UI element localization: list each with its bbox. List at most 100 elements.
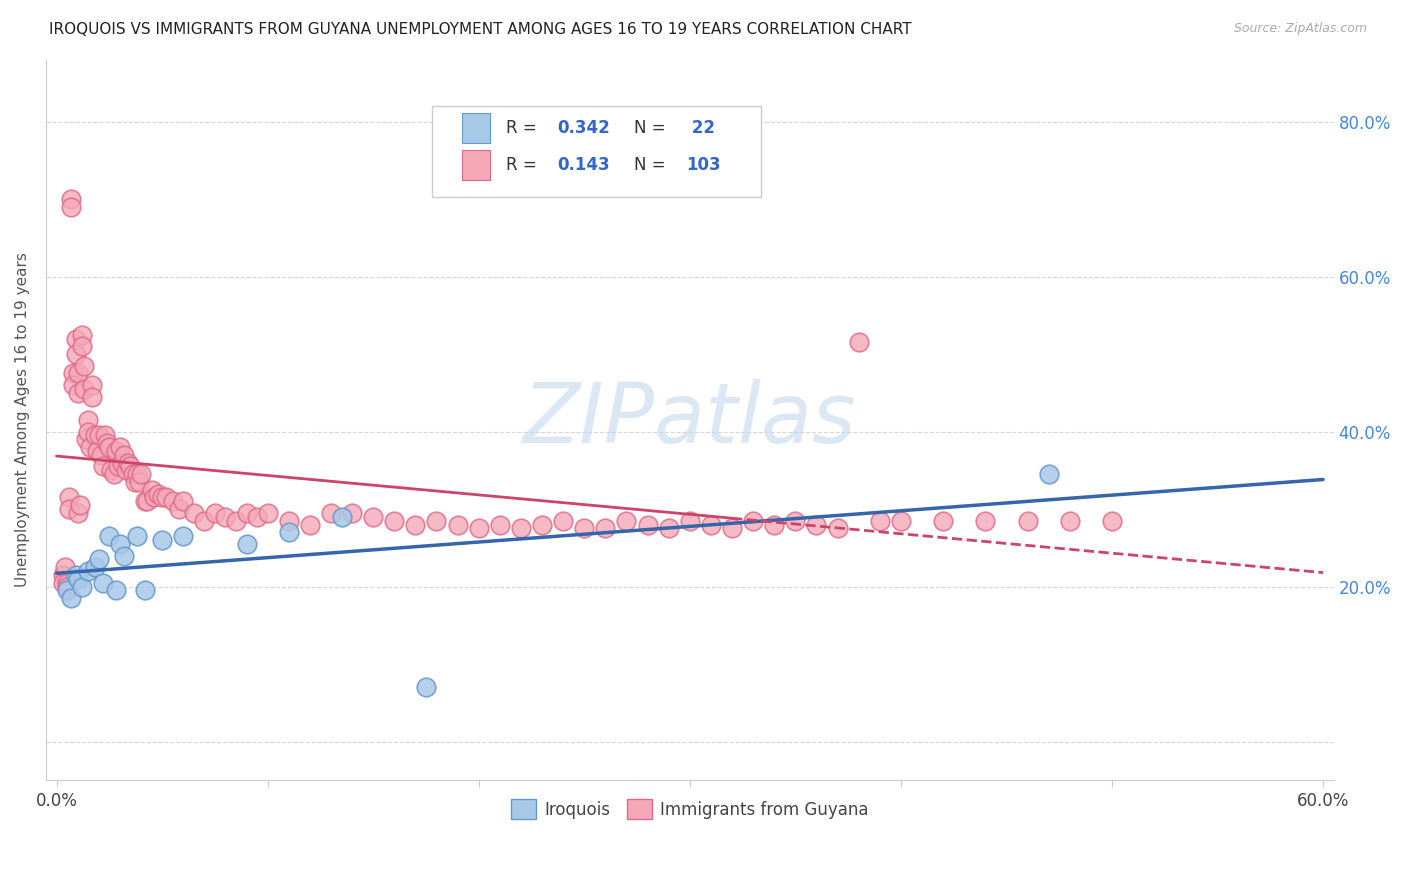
Point bbox=[70, 580, 93, 594]
Point bbox=[204, 506, 226, 520]
Point bbox=[134, 494, 156, 508]
Point bbox=[1038, 467, 1060, 482]
Point bbox=[60, 200, 83, 214]
Point bbox=[104, 583, 127, 598]
Point bbox=[256, 506, 278, 520]
Point bbox=[637, 517, 659, 532]
Point bbox=[108, 537, 131, 551]
Point bbox=[94, 428, 117, 442]
Point bbox=[100, 463, 122, 477]
Point bbox=[700, 517, 723, 532]
Point bbox=[319, 506, 342, 520]
Point bbox=[125, 529, 148, 543]
Point bbox=[96, 436, 118, 450]
Text: ZIPatlas: ZIPatlas bbox=[523, 379, 856, 460]
Point bbox=[117, 456, 139, 470]
Point bbox=[214, 509, 236, 524]
Point bbox=[91, 459, 114, 474]
Point bbox=[510, 521, 533, 535]
Point bbox=[103, 467, 125, 482]
Point bbox=[73, 359, 96, 373]
Point bbox=[65, 332, 87, 346]
Text: Source: ZipAtlas.com: Source: ZipAtlas.com bbox=[1233, 22, 1367, 36]
Point bbox=[1017, 514, 1039, 528]
Point bbox=[298, 517, 321, 532]
Point bbox=[77, 564, 100, 578]
Point bbox=[658, 521, 681, 535]
Point bbox=[235, 506, 257, 520]
Point bbox=[172, 494, 194, 508]
Point bbox=[553, 514, 575, 528]
Point bbox=[225, 514, 247, 528]
Point bbox=[146, 486, 169, 500]
Point bbox=[446, 517, 468, 532]
Text: IROQUOIS VS IMMIGRANTS FROM GUYANA UNEMPLOYMENT AMONG AGES 16 TO 19 YEARS CORREL: IROQUOIS VS IMMIGRANTS FROM GUYANA UNEMP… bbox=[49, 22, 912, 37]
Point bbox=[70, 327, 93, 342]
Text: 22: 22 bbox=[686, 119, 714, 137]
Point bbox=[1101, 514, 1123, 528]
Point bbox=[121, 467, 143, 482]
Point bbox=[142, 491, 165, 505]
Point bbox=[120, 459, 142, 474]
Point bbox=[531, 517, 554, 532]
Point bbox=[404, 517, 426, 532]
Point bbox=[595, 521, 617, 535]
Point bbox=[82, 390, 104, 404]
Point bbox=[869, 514, 891, 528]
Point bbox=[58, 491, 80, 505]
Point bbox=[66, 385, 89, 400]
Y-axis label: Unemployment Among Ages 16 to 19 years: Unemployment Among Ages 16 to 19 years bbox=[15, 252, 30, 588]
Point bbox=[62, 378, 84, 392]
FancyBboxPatch shape bbox=[432, 106, 761, 196]
Point bbox=[183, 506, 205, 520]
Point bbox=[56, 583, 79, 598]
Point bbox=[77, 425, 100, 439]
Text: R =: R = bbox=[506, 119, 541, 137]
Point bbox=[415, 681, 437, 695]
Point bbox=[1059, 514, 1081, 528]
Point bbox=[83, 560, 105, 574]
Point bbox=[125, 467, 148, 482]
Point bbox=[87, 428, 110, 442]
Point bbox=[52, 568, 75, 582]
Legend: Iroquois, Immigrants from Guyana: Iroquois, Immigrants from Guyana bbox=[505, 792, 876, 826]
Point bbox=[974, 514, 997, 528]
Point bbox=[172, 529, 194, 543]
Point bbox=[150, 491, 173, 505]
Point bbox=[66, 506, 89, 520]
Point bbox=[742, 514, 765, 528]
Point bbox=[66, 572, 89, 586]
Point bbox=[58, 502, 80, 516]
Text: 103: 103 bbox=[686, 156, 720, 174]
Point bbox=[60, 591, 83, 606]
Point bbox=[112, 448, 135, 462]
Point bbox=[83, 428, 105, 442]
Point bbox=[616, 514, 638, 528]
Point bbox=[785, 514, 807, 528]
Point bbox=[77, 413, 100, 427]
Point bbox=[340, 506, 363, 520]
Point bbox=[56, 580, 79, 594]
Point bbox=[128, 475, 150, 489]
Point bbox=[124, 475, 146, 489]
Point bbox=[162, 494, 184, 508]
Point bbox=[98, 529, 121, 543]
Point bbox=[277, 525, 299, 540]
Point bbox=[65, 347, 87, 361]
Point bbox=[60, 192, 83, 206]
Point bbox=[115, 463, 138, 477]
Point bbox=[827, 521, 849, 535]
Point bbox=[467, 521, 489, 535]
Point bbox=[87, 552, 110, 566]
Text: R =: R = bbox=[506, 156, 541, 174]
Point bbox=[848, 335, 870, 350]
Point bbox=[330, 509, 353, 524]
Point bbox=[246, 509, 269, 524]
Point bbox=[111, 456, 134, 470]
Point bbox=[69, 498, 91, 512]
Point bbox=[277, 514, 299, 528]
Point bbox=[361, 509, 384, 524]
Text: N =: N = bbox=[634, 119, 671, 137]
Point bbox=[155, 491, 177, 505]
Point bbox=[235, 537, 257, 551]
